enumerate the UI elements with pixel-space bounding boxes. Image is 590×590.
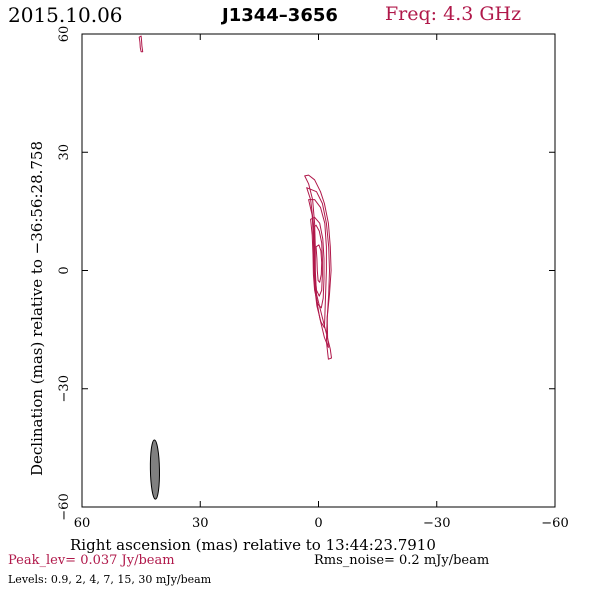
contour-line [138,35,144,53]
axis-ticks [81,33,556,508]
x-axis-label: Right ascension (mas) relative to 13:44:… [70,536,436,554]
observation-date: 2015.10.06 [8,3,123,27]
y-tick-label: −60 [57,493,72,520]
y-tick-label: 60 [57,26,72,43]
plot-frame [81,33,556,508]
x-tick-label: −30 [423,516,450,531]
rms-noise-label: Rms_noise= 0.2 mJy/beam [314,553,490,568]
contour-line [310,216,325,309]
x-tick-label: 60 [74,516,91,531]
y-tick-label: −30 [57,375,72,402]
contour-line [313,224,323,297]
beam-ellipse [149,439,160,500]
contour-line [306,187,330,348]
contour-line [315,244,323,283]
source-name: J1344–3656 [222,5,338,26]
x-tick-label: −60 [541,516,568,531]
frequency-label: Freq: 4.3 GHz [385,3,522,25]
y-axis-label: Declination (mas) relative to −36:56:28.… [28,141,46,476]
contour-line [308,199,327,329]
beam-group [149,439,160,500]
contour-group [138,35,332,360]
x-tick-label: 0 [314,516,322,531]
contour-levels-label: Levels: 0.9, 2, 4, 7, 15, 30 mJy/beam [8,573,212,586]
x-tick-label: 30 [192,516,209,531]
peak-level-label: Peak_lev= 0.037 Jy/beam [8,553,175,568]
y-tick-label: 0 [57,266,72,274]
y-tick-label: 30 [57,144,72,161]
contour-line [304,174,332,360]
